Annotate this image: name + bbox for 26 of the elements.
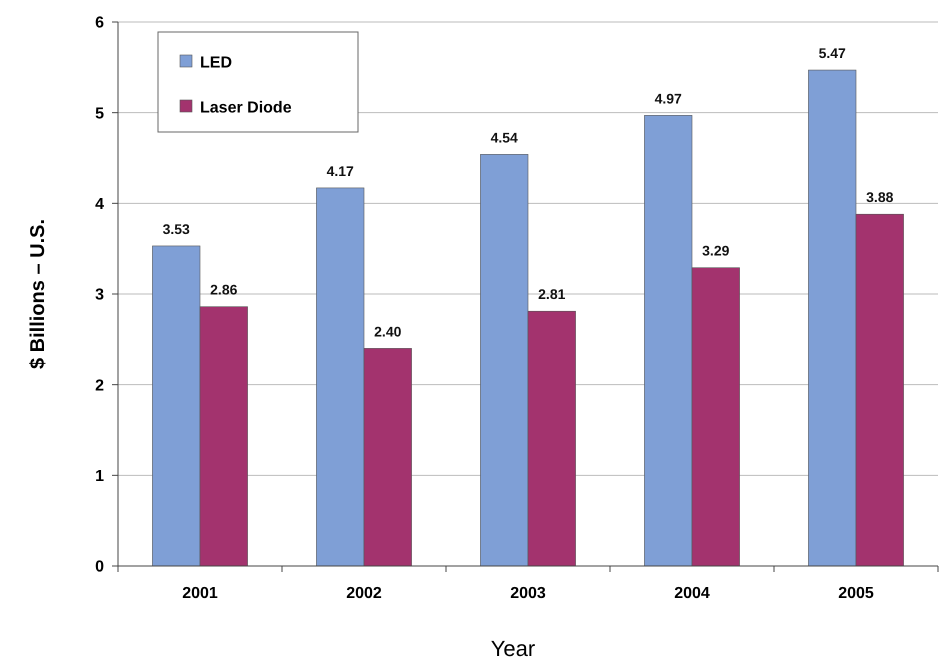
data-label: 3.29 [702,242,730,259]
y-axis-title: $ Billions – U.S. [27,218,49,370]
x-tick-label: 2005 [838,585,874,602]
y-tick-label: 1 [95,468,104,485]
y-tick-label: 5 [95,105,104,122]
x-tick-label: 2001 [182,585,218,602]
y-tick-label: 6 [95,14,104,32]
data-label: 2.86 [210,282,238,298]
legend-label: LED [200,54,232,72]
x-tick-label: 2003 [510,585,546,602]
legend-label: Laser Diode [200,100,292,117]
x-axis-title: Year [490,636,536,661]
data-label: 2.40 [374,323,402,340]
data-label: 3.88 [866,189,894,206]
x-tick-label: 2002 [346,585,382,602]
y-tick-label: 2 [95,377,104,394]
data-label: 3.53 [162,220,190,237]
y-tick-label: 4 [95,196,104,213]
data-label: 4.54 [490,129,518,146]
data-label: 5.47 [818,45,846,62]
data-label: 4.97 [654,90,682,106]
y-tick-label: 3 [95,286,104,304]
y-tick-label: 0 [95,558,104,576]
data-label: 2.81 [538,286,566,302]
x-tick-label: 2004 [674,585,710,602]
data-label: 4.17 [326,162,354,179]
